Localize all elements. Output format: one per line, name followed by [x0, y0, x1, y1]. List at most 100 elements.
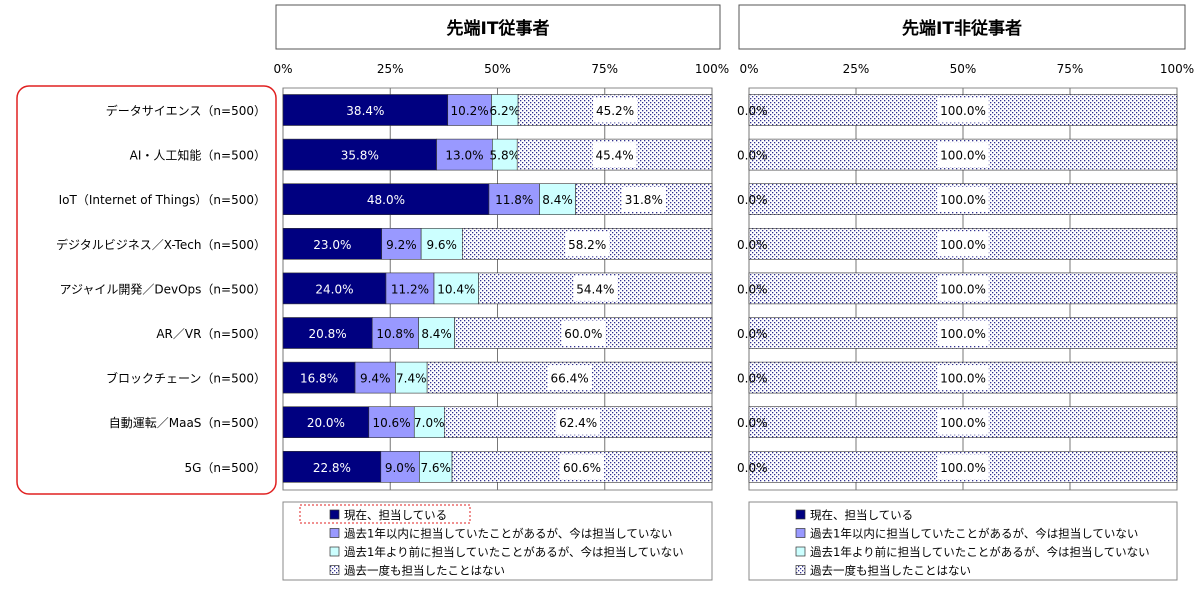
- legend-label: 過去1年より前に担当していたことがあるが、今は担当していない: [344, 545, 684, 559]
- legend-swatch: [329, 546, 340, 557]
- bar-segment: [282, 406, 370, 439]
- data-label: 24.0%: [315, 282, 353, 296]
- data-label: 20.8%: [309, 327, 347, 341]
- data-label-bg: [937, 275, 989, 301]
- category-highlight-box: [16, 85, 277, 495]
- bar-segment: [539, 183, 576, 215]
- data-label-bg: [593, 97, 638, 123]
- data-label: 54.4%: [576, 282, 614, 296]
- bar-segment: [282, 361, 356, 394]
- zero-data-label: 0.0%: [737, 416, 768, 430]
- data-label: 10.8%: [376, 327, 414, 341]
- data-label-bg: [937, 409, 989, 435]
- bar-segment: [385, 272, 435, 305]
- legend-label: 過去1年以内に担当していたことがあるが、今は担当していない: [810, 527, 1138, 541]
- zero-data-label: 0.0%: [737, 193, 768, 207]
- legend-box: [748, 501, 1178, 581]
- data-label: 6.2%: [490, 104, 521, 118]
- x-tick-label: 0%: [739, 62, 758, 76]
- bar-segment: [488, 183, 540, 215]
- bar-segment: [371, 317, 419, 349]
- data-label-bg: [937, 320, 989, 346]
- data-label: 20.0%: [307, 416, 345, 430]
- category-label: ブロックチェーン（n=500）: [106, 371, 266, 386]
- data-label: 22.8%: [313, 461, 351, 475]
- x-tick-label: 50%: [484, 62, 511, 76]
- data-label-bg: [592, 142, 637, 168]
- data-label-bg: [937, 454, 989, 480]
- data-label-bg: [560, 454, 605, 480]
- bar-segment: [491, 94, 519, 126]
- x-tick-label: 0%: [273, 62, 292, 76]
- bar-segment: [282, 317, 373, 349]
- legend-swatch: [329, 509, 340, 520]
- data-label: 5.8%: [490, 149, 521, 163]
- zero-data-label: 0.0%: [737, 104, 768, 118]
- panel-title-box: [738, 4, 1186, 50]
- legend-label: 過去1年より前に担当していたことがあるが、今は担当していない: [810, 545, 1150, 559]
- bar-segment: [433, 272, 479, 305]
- data-label: 7.0%: [414, 416, 445, 430]
- category-label: アジャイル開発／DevOps（n=500）: [59, 282, 266, 296]
- legend-label: 過去1年以内に担当していたことがあるが、今は担当していない: [344, 527, 672, 541]
- data-label: 58.2%: [568, 238, 606, 252]
- legend-swatch: [329, 565, 340, 575]
- bar-segment: [282, 450, 382, 483]
- data-label: 62.4%: [559, 416, 597, 430]
- bar-segment: [420, 228, 463, 260]
- data-label-bg: [573, 275, 618, 301]
- data-label: 45.4%: [596, 149, 634, 163]
- legend-swatch: [329, 528, 340, 538]
- data-label-bg: [621, 186, 666, 212]
- bar-segment: [413, 406, 445, 439]
- category-label: AR／VR（n=500）: [156, 327, 266, 341]
- legend-label: 過去一度も担当したことはない: [344, 564, 505, 578]
- legend-swatch: [795, 546, 806, 557]
- x-tick-label: 75%: [591, 62, 618, 76]
- data-label: 7.6%: [420, 461, 451, 475]
- data-label: 100.0%: [940, 461, 986, 475]
- data-label: 100.0%: [940, 238, 986, 252]
- category-label: 自動運転／MaaS（n=500）: [109, 416, 266, 430]
- x-tick-label: 25%: [843, 62, 870, 76]
- data-label-bg: [937, 186, 989, 212]
- zero-data-label: 0.0%: [737, 149, 768, 163]
- data-label: 100.0%: [940, 372, 986, 386]
- data-label: 66.4%: [551, 372, 589, 386]
- bar-segment: [418, 317, 455, 349]
- bar-segment: [282, 228, 382, 260]
- data-label-bg: [937, 97, 989, 123]
- data-label: 11.8%: [495, 193, 533, 207]
- data-label-bg: [547, 365, 592, 391]
- bar-segment: [395, 361, 428, 394]
- data-label: 100.0%: [940, 149, 986, 163]
- category-label: AI・人工知能（n=500）: [130, 149, 266, 163]
- bar-segment: [282, 272, 387, 305]
- data-label: 9.6%: [426, 238, 457, 252]
- data-label: 23.0%: [313, 238, 351, 252]
- data-label-bg: [561, 320, 606, 346]
- panel-title: 先端IT非従事者: [902, 18, 1022, 39]
- data-label: 8.4%: [542, 193, 573, 207]
- data-label: 7.4%: [396, 372, 427, 386]
- legend-label: 現在、担当している: [810, 508, 913, 522]
- panel-title: 先端IT従事者: [447, 18, 550, 39]
- panel-0: 先端IT従事者 0% 25% 50% 75% 100% 38.4% 10.2% 6.2% 45.2…: [273, 4, 729, 581]
- x-tick-label: 100%: [695, 62, 729, 76]
- data-label: 11.2%: [391, 282, 429, 296]
- data-label: 48.0%: [367, 193, 405, 207]
- legend-swatch: [795, 509, 806, 520]
- data-label: 60.0%: [564, 327, 602, 341]
- data-label: 16.8%: [300, 372, 338, 386]
- zero-data-label: 0.0%: [737, 238, 768, 252]
- category-label: 5G（n=500）: [185, 461, 267, 475]
- data-label-bg: [937, 231, 989, 257]
- data-label: 10.2%: [451, 104, 489, 118]
- category-label: データサイエンス（n=500）: [106, 103, 266, 118]
- data-label: 13.0%: [445, 149, 483, 163]
- data-label: 31.8%: [625, 193, 663, 207]
- data-label: 45.2%: [596, 104, 634, 118]
- data-label: 100.0%: [940, 104, 986, 118]
- category-label: デジタルビジネス／X-Tech（n=500）: [56, 237, 266, 252]
- zero-data-label: 0.0%: [737, 282, 768, 296]
